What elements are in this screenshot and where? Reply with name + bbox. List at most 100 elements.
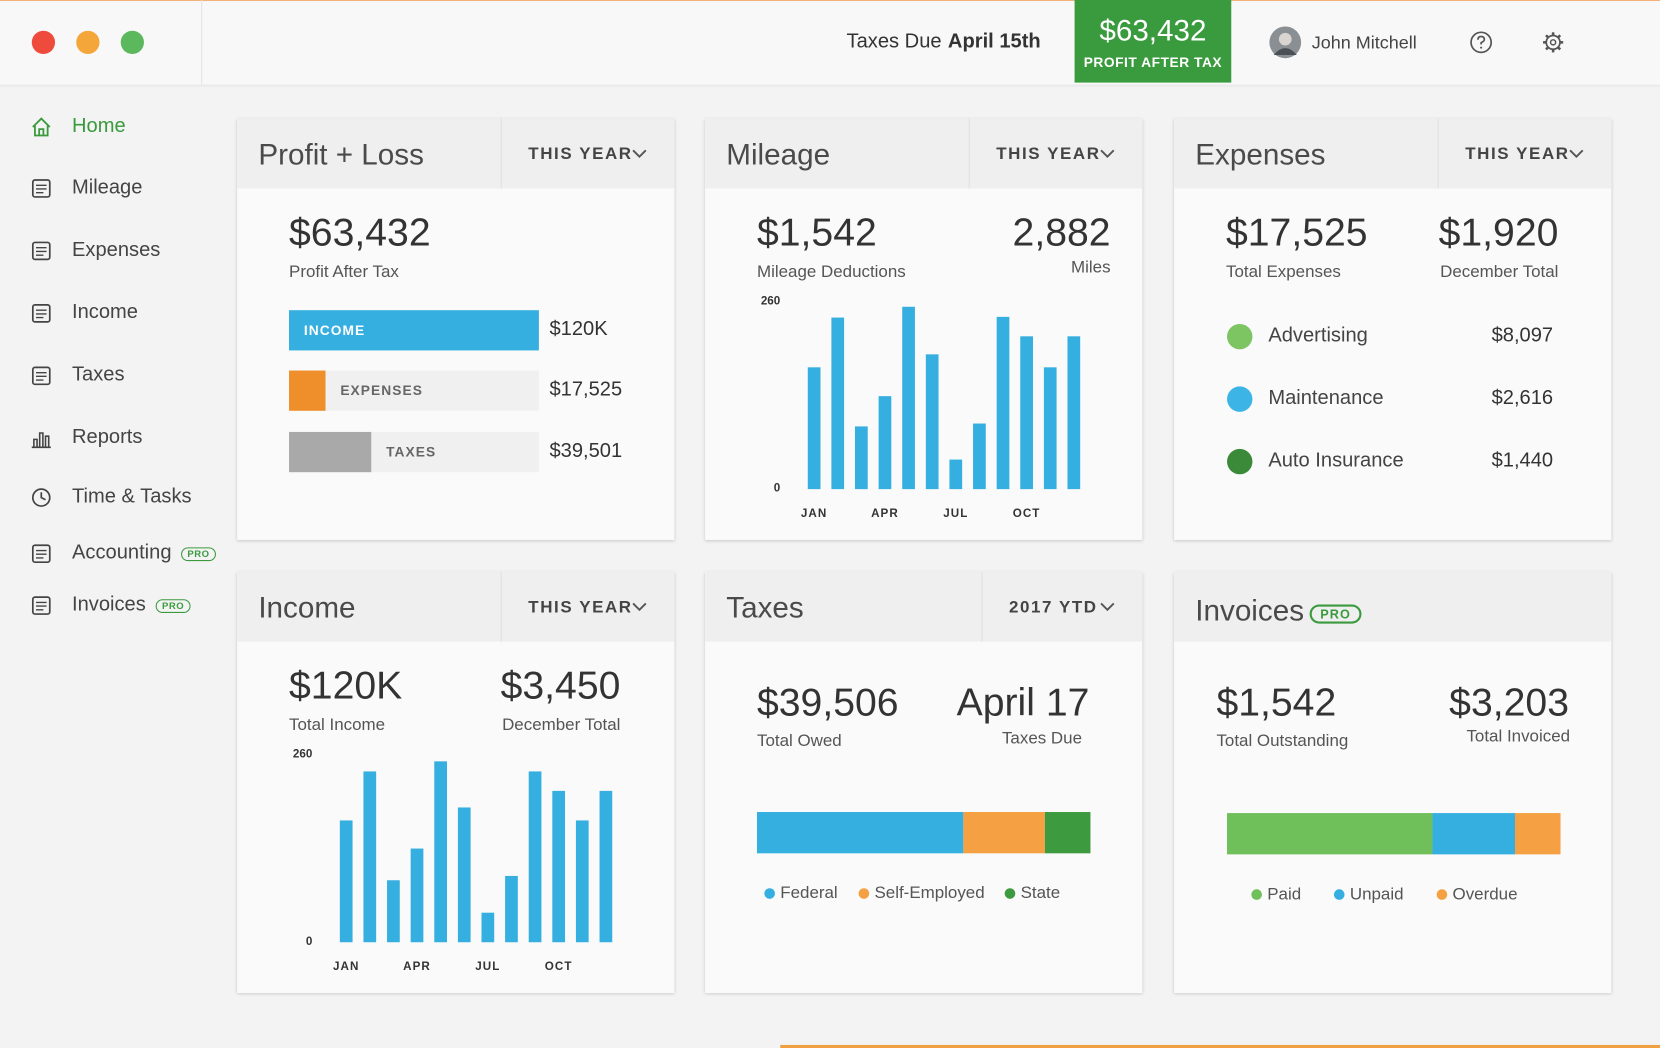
period-dropdown[interactable]: THIS YEAR	[502, 119, 675, 189]
pro-badge: PRO	[155, 599, 191, 613]
period-dropdown[interactable]: THIS YEAR	[970, 119, 1143, 189]
header-divider	[500, 571, 502, 642]
y-tick-label: 260	[760, 294, 781, 308]
bar	[1020, 336, 1033, 490]
icon-shape	[31, 544, 51, 564]
card: Taxes 2017 YTD $39,506 Total Owed April 17 Ta…	[705, 571, 1143, 994]
nav-item[interactable]: Invoices PRO	[21, 584, 212, 626]
nav-label[interactable]: Reports	[71, 426, 143, 449]
bar-segment	[1515, 813, 1561, 855]
nav-label[interactable]: Expenses	[71, 238, 161, 262]
bar	[831, 317, 845, 490]
bar	[1067, 336, 1081, 490]
bar	[528, 771, 542, 943]
period-dropdown[interactable]: THIS YEAR	[502, 572, 675, 642]
nav-label[interactable]: Home	[71, 114, 126, 138]
user-name[interactable]: John Mitchell	[1311, 32, 1417, 53]
icon-lines	[35, 371, 47, 381]
legend-label: Federal	[780, 884, 838, 903]
bar-segment	[1432, 813, 1516, 855]
period-label[interactable]: THIS YEAR	[528, 598, 633, 617]
legend-dot	[858, 888, 870, 899]
nav-icon	[31, 488, 51, 507]
chevron	[632, 149, 647, 159]
nav-icon	[31, 366, 51, 386]
x-tick-label: APR	[871, 507, 899, 521]
period-label[interactable]: THIS YEAR	[996, 145, 1101, 164]
period-dropdown[interactable]: THIS YEAR	[1439, 119, 1612, 189]
icon-lines	[35, 601, 47, 611]
bar	[289, 370, 326, 411]
period-label[interactable]: 2017 YTD	[1008, 598, 1098, 617]
icon-lines	[35, 247, 47, 256]
help-icon[interactable]	[1469, 31, 1493, 54]
bar-segment	[1227, 813, 1433, 855]
bar	[363, 771, 377, 943]
nav-label[interactable]: Invoices	[71, 593, 146, 616]
card-header: Taxes 2017 YTD	[705, 571, 1143, 642]
nav-icon	[32, 117, 51, 137]
category-name: Auto Insurance	[1268, 449, 1404, 472]
card: Mileage THIS YEAR $1,542 Mileage Deductions…	[705, 118, 1143, 540]
nav-label[interactable]: Taxes	[71, 363, 125, 387]
avatar	[1269, 26, 1302, 59]
settings-icon[interactable]	[1541, 31, 1564, 54]
top-divider	[201, 0, 203, 85]
category-dot	[1227, 323, 1253, 350]
icon-lines	[35, 184, 47, 194]
icon-shape	[31, 488, 51, 507]
top-accent	[0, 0, 1660, 2]
bar-value: $17,525	[549, 378, 623, 401]
nav-label[interactable]: Mileage	[71, 176, 143, 199]
taxes-due: Taxes Due April 15th	[847, 31, 1041, 54]
header-divider	[1437, 118, 1439, 189]
icon-shape	[31, 179, 51, 198]
nav-label[interactable]: Income	[71, 301, 138, 324]
big-value: $120K	[289, 663, 403, 708]
card-title: Income	[258, 590, 356, 624]
x-tick-label: JAN	[332, 960, 360, 974]
bar	[949, 459, 963, 490]
icon-lines	[35, 549, 47, 559]
nav-label[interactable]: Time & Tasks	[71, 485, 192, 508]
profit-badge[interactable]: $63,432 PROFIT AFTER TAX	[1074, 0, 1232, 83]
category-name: Maintenance	[1268, 387, 1384, 410]
stacked-bar	[756, 812, 1091, 899]
nav-item[interactable]: Income	[21, 292, 212, 334]
bar-label: INCOME	[303, 322, 366, 338]
value-label: Miles	[1071, 258, 1111, 277]
chevron	[1100, 149, 1115, 159]
nav-item[interactable]: Time & Tasks	[21, 476, 212, 518]
card: Invoices PRO $1,542 Total Outstanding $3,203…	[1174, 571, 1612, 994]
help-dot	[1480, 46, 1483, 49]
big-value: April 17	[956, 680, 1090, 724]
nav-item[interactable]: Expenses	[21, 230, 212, 272]
bar	[925, 354, 939, 490]
nav-item[interactable]: Reports	[21, 417, 212, 459]
maximize-button[interactable]	[120, 30, 144, 54]
nav-icon	[31, 179, 51, 198]
legend-dot	[1251, 889, 1262, 900]
chevron-line	[1569, 149, 1584, 159]
nav-item[interactable]: Mileage	[21, 167, 212, 209]
header-divider	[500, 118, 502, 189]
nav-item[interactable]: Taxes	[21, 355, 212, 397]
bar	[902, 306, 915, 490]
nav-label[interactable]: Accounting	[71, 541, 172, 564]
bar-chart	[339, 761, 613, 943]
nav-item[interactable]: Home	[21, 106, 212, 148]
icon-shape	[31, 432, 51, 449]
bar	[552, 790, 566, 943]
period-label[interactable]: THIS YEAR	[1465, 145, 1570, 164]
minimize-button[interactable]	[76, 30, 100, 54]
close-button[interactable]	[31, 30, 56, 54]
card-title: Expenses	[1195, 137, 1326, 171]
legend-dot	[1004, 888, 1016, 899]
period-dropdown[interactable]: 2017 YTD	[982, 572, 1142, 642]
big-value: $17,525	[1225, 210, 1368, 254]
nav-item[interactable]: Accounting PRO	[21, 533, 216, 575]
big-value: $39,506	[756, 680, 899, 724]
bar	[289, 431, 372, 473]
icon-shape	[31, 596, 51, 615]
period-label[interactable]: THIS YEAR	[528, 145, 633, 164]
